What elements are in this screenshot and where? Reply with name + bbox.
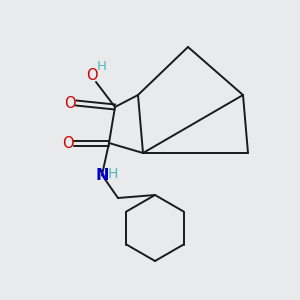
Text: O: O — [86, 68, 98, 82]
Text: N: N — [95, 167, 109, 182]
Text: O: O — [62, 136, 74, 151]
Text: O: O — [64, 95, 76, 110]
Text: H: H — [97, 61, 107, 74]
Text: H: H — [108, 167, 118, 181]
